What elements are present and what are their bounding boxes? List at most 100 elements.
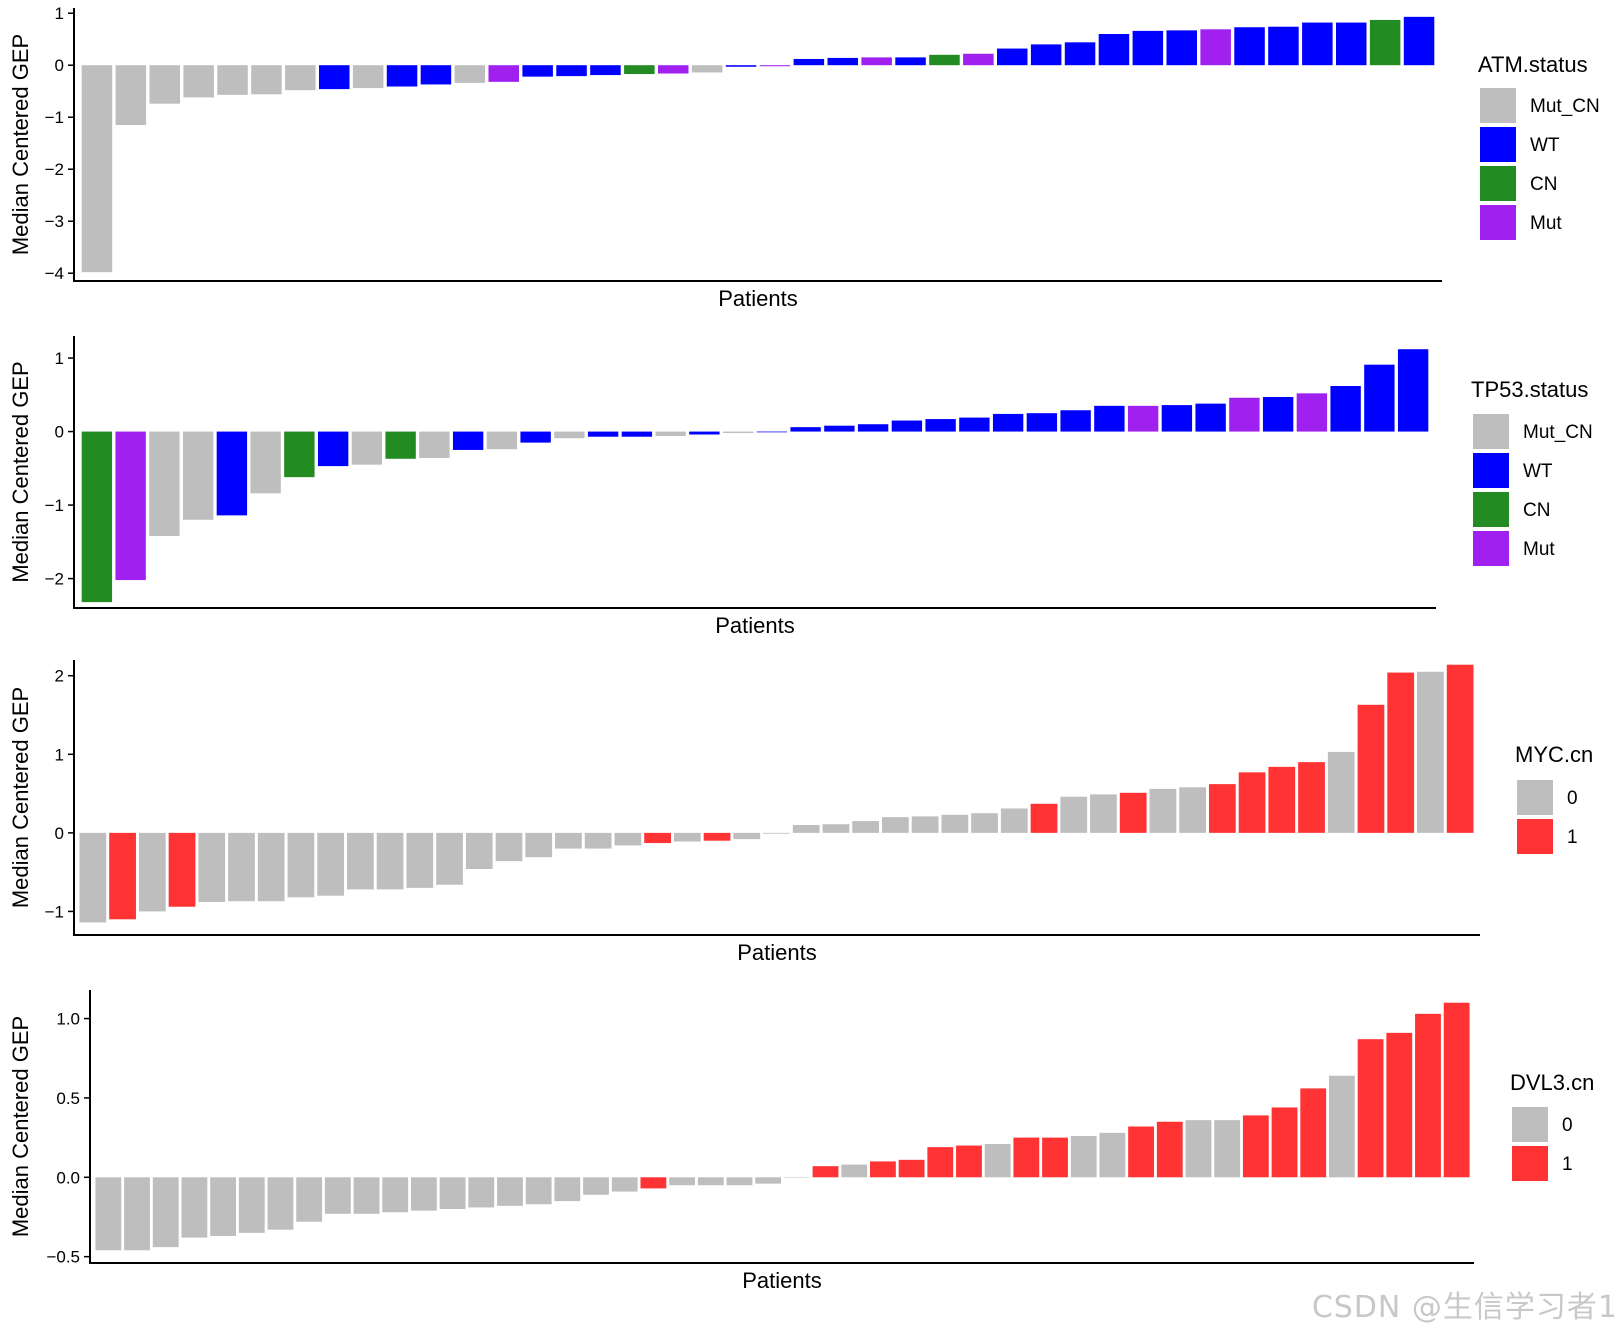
legend: TP53.status Mut_CN WT CN Mut: [1471, 377, 1593, 566]
bar: [587, 431, 619, 437]
bar: [959, 417, 990, 432]
legend-label: CN: [1530, 174, 1557, 195]
bar: [525, 832, 553, 858]
chart-panel-1: 1 0 −1 −2 −3 −4 Patients Median Centered GEP ATM…: [8, 4, 1600, 311]
bar: [351, 431, 383, 465]
bar: [287, 832, 315, 898]
bar: [216, 431, 248, 516]
bar: [783, 1177, 810, 1178]
bar: [1335, 22, 1367, 66]
legend-label: 0: [1567, 788, 1578, 809]
bar: [963, 53, 994, 66]
bar: [898, 1159, 925, 1178]
bar: [411, 1177, 437, 1211]
bar: [1357, 704, 1385, 833]
bar: [812, 1166, 839, 1178]
bar: [138, 832, 166, 912]
bar: [1042, 1137, 1068, 1178]
bar: [1026, 413, 1058, 432]
bar: [691, 65, 723, 73]
bar: [891, 420, 923, 432]
bar: [285, 65, 316, 91]
bar: [590, 65, 621, 76]
bar: [109, 832, 136, 920]
chart-panel-3: 2 1 0 −1 Patients Median Centered GEP MYC.cn 0 1: [8, 660, 1593, 965]
bar: [640, 1177, 667, 1189]
y-tick-label: 1.0: [56, 1010, 80, 1029]
legend-label: 1: [1562, 1154, 1573, 1175]
bar: [824, 425, 855, 432]
legend-label: CN: [1523, 500, 1550, 521]
bar: [317, 832, 345, 896]
watermark: CSDN @生信学习者1: [1311, 1290, 1618, 1325]
bar: [673, 832, 701, 842]
bar: [554, 431, 585, 439]
bar: [759, 65, 791, 67]
bar: [217, 65, 248, 95]
bar: [79, 832, 107, 923]
legend-swatch: [1480, 205, 1516, 240]
chart-panel-4: 1.0 0.5 0.0 −0.5 Patients Median Centered GEP…: [8, 990, 1594, 1293]
bar: [927, 1147, 954, 1178]
bar: [1386, 1032, 1413, 1178]
legend-swatch: [1480, 166, 1516, 201]
bar: [1166, 30, 1197, 66]
bar: [1268, 766, 1296, 833]
bar: [554, 1177, 581, 1202]
bar: [644, 832, 671, 844]
bar: [1364, 364, 1395, 432]
bar: [1298, 762, 1325, 833]
bar: [382, 1177, 409, 1213]
bar: [488, 65, 519, 82]
bar: [486, 431, 518, 450]
bar: [1070, 1136, 1097, 1178]
legend-swatch: [1473, 453, 1509, 488]
bar: [284, 431, 315, 478]
bar: [658, 65, 689, 74]
legend-label: WT: [1523, 461, 1553, 482]
legend-title: DVL3.cn: [1510, 1070, 1594, 1095]
bar: [1156, 1121, 1183, 1178]
bar: [296, 1177, 323, 1222]
bar: [525, 1177, 552, 1205]
y-tick-label: −2: [45, 160, 64, 179]
bar: [984, 1143, 1011, 1178]
x-axis-title: Patients: [715, 613, 795, 638]
bar: [250, 431, 281, 494]
bar: [1208, 784, 1236, 833]
bar: [353, 1177, 380, 1214]
y-axis-title: Median Centered GEP: [8, 361, 33, 582]
bar: [611, 1177, 638, 1192]
bar: [756, 431, 788, 433]
bar: [1296, 393, 1328, 432]
legend: DVL3.cn 0 1: [1510, 1070, 1594, 1181]
bar: [228, 832, 255, 902]
bar: [1403, 16, 1435, 66]
bar: [1242, 1115, 1269, 1178]
y-tick-label: −2: [45, 570, 64, 589]
bar: [124, 1177, 150, 1251]
x-axis-title: Patients: [718, 286, 798, 311]
bar: [1330, 385, 1361, 432]
bar: [468, 1177, 495, 1208]
legend-swatch: [1512, 1107, 1548, 1142]
bar: [614, 832, 642, 846]
bar: [822, 824, 850, 833]
bar: [584, 832, 612, 849]
bar: [1128, 1126, 1154, 1178]
x-axis-title: Patients: [742, 1268, 822, 1293]
y-tick-label: 1: [55, 349, 64, 368]
bar: [669, 1177, 695, 1186]
legend-label: 0: [1562, 1115, 1573, 1136]
bar: [168, 832, 196, 907]
bar: [689, 431, 720, 435]
legend-swatch: [1517, 819, 1553, 854]
bar: [1302, 22, 1333, 66]
legend-label: WT: [1530, 135, 1560, 156]
y-tick-label: −1: [45, 902, 64, 921]
y-tick-label: −1: [45, 496, 64, 515]
y-tick-label: 0: [55, 56, 64, 75]
legend-label: Mut_CN: [1530, 96, 1600, 117]
bar: [1238, 772, 1266, 833]
